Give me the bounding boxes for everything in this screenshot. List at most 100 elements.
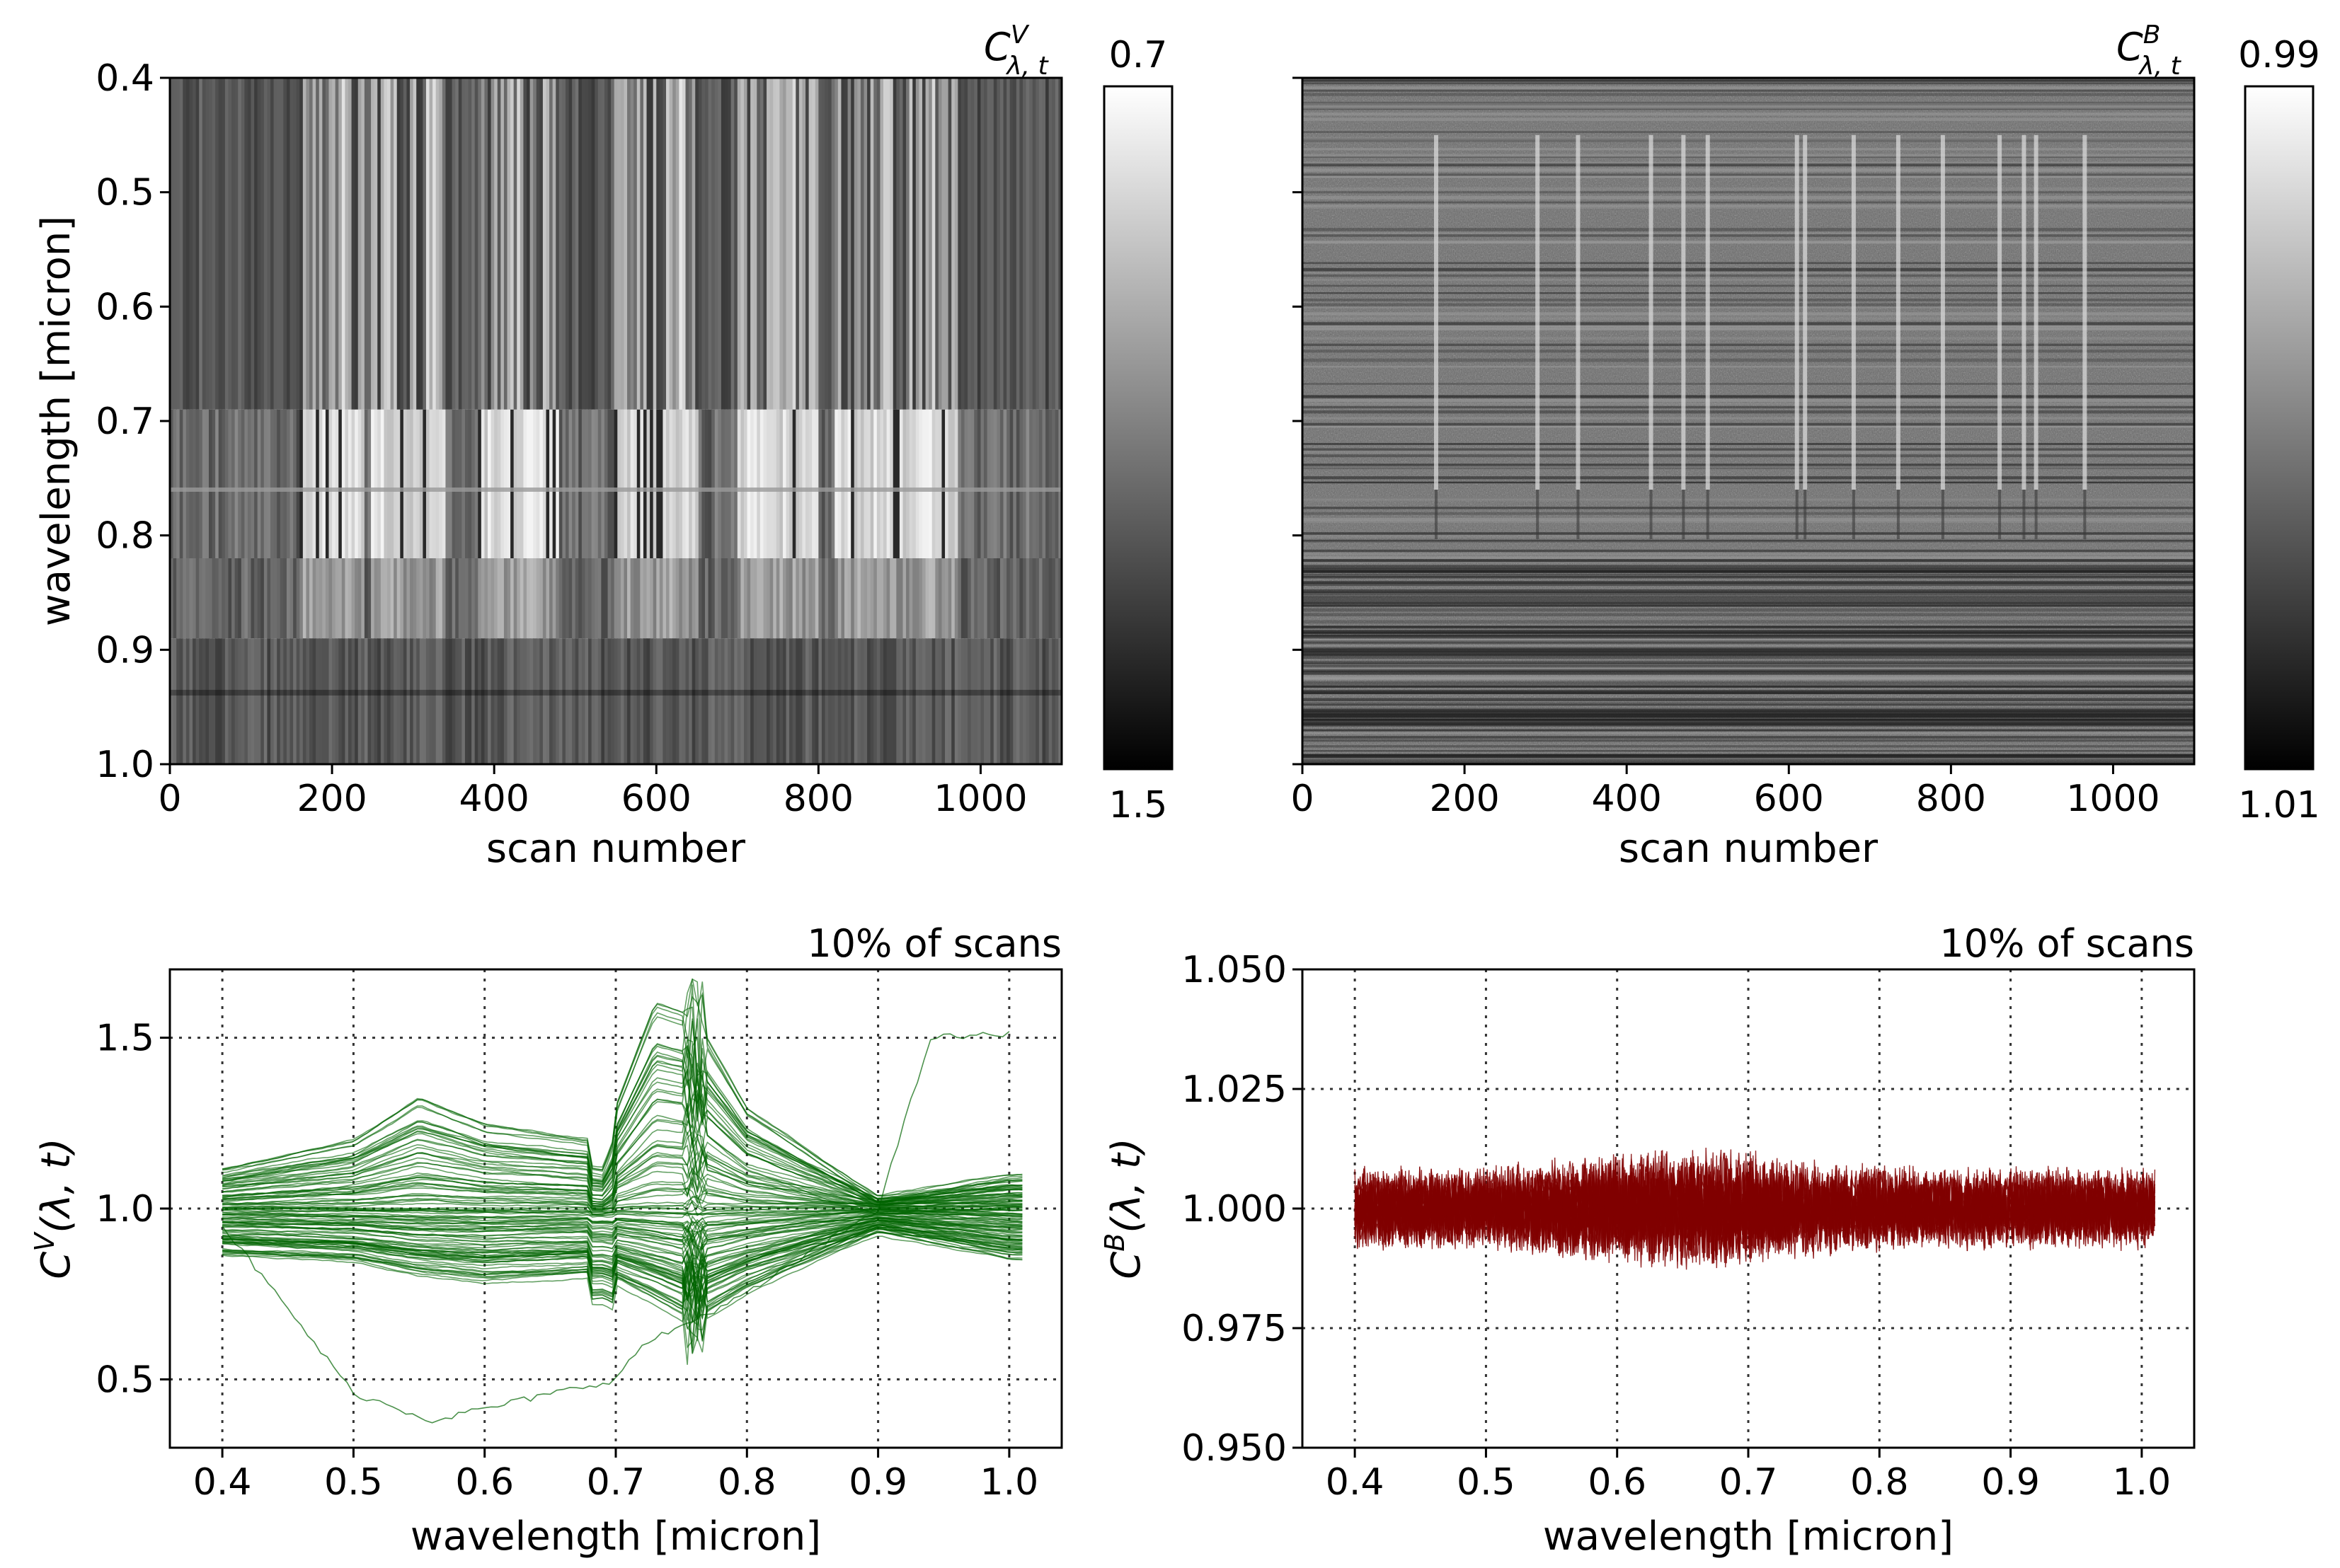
heatmap-cb-row [1302,512,2194,515]
line-cv-xtick-label: 0.6 [455,1461,514,1504]
heatmap-cb-row [1302,650,2194,653]
heatmap-cv-column-segment [1058,558,1062,639]
heatmap-cv-column-segment [815,78,820,410]
heatmap-cv-column-segment [1026,638,1030,764]
heatmap-cv-column-segment [847,409,851,558]
heatmap-cv-column-segment [380,409,385,558]
heatmap-cb-row [1302,443,2194,445]
heatmap-cv-column-segment [899,558,904,639]
heatmap-cv-column-segment [646,78,650,410]
heatmap-cv-column-segment [984,78,988,410]
heatmap-cb-streak-shadow [1795,490,1799,539]
heatmap-cv-column-segment [293,558,297,639]
heatmap-cv-column-segment [179,78,184,410]
heatmap-cv-column-segment [607,638,612,764]
heatmap-cb-row [1302,678,2194,680]
heatmap-cv-column-segment [714,78,719,410]
heatmap-cv-column-segment [575,409,580,558]
heatmap-cv-column-segment [876,78,881,410]
heatmap-cv-column-segment [316,638,320,764]
heatmap-cb-streak-shadow [1998,490,2002,539]
line-cv-series-line [222,1221,1023,1319]
heatmap-cv-column-segment [1045,638,1050,764]
heatmap-cv-column-segment [831,78,836,410]
heatmap-cv-column-segment [364,638,369,764]
heatmap-cv-column-segment [335,409,340,558]
heatmap-cb-streak-shadow [1435,490,1438,539]
heatmap-cv-column-segment [750,638,755,764]
heatmap-cb-streak [1681,134,1686,490]
heatmap-cv-column-segment [929,78,933,410]
heatmap-cv-column-segment [173,78,177,410]
heatmap-cv-column-segment [478,409,482,558]
heatmap-cv-column-segment [357,558,362,639]
heatmap-cv-column-segment [650,558,654,639]
heatmap-cv-column-segment [941,558,946,639]
heatmap-cv-column-segment [656,558,660,639]
heatmap-cv-column-segment [591,638,596,764]
heatmap-cv-column-segment [636,558,641,639]
heatmap-cv-column-segment [193,638,197,764]
heatmap-cv-column-segment [185,78,190,410]
heatmap-cv-column-segment [280,558,285,639]
heatmap-cv-column-segment [831,558,836,639]
heatmap-cv-column-segment [685,409,689,558]
line-cv-annotation: 10% of scans [807,921,1062,966]
heatmap-cv-column-segment [193,78,197,410]
line-cv-xtick-label: 1.0 [980,1461,1039,1504]
heatmap-cv-column-segment [507,638,511,764]
heatmap-cv-column-segment [954,409,959,558]
heatmap-cv-column-segment [481,558,486,639]
heatmap-cv-column-segment [854,409,859,558]
line-cv-outlier-line [222,1031,1010,1424]
heatmap-cv-column-segment [886,638,890,764]
heatmap-cv-column-segment [299,558,304,639]
heatmap-cv-column-segment [873,409,878,558]
heatmap-cv-column-segment [1019,409,1023,558]
line-cv-series-line [222,1218,1023,1303]
heatmap-cv-column-segment [316,558,320,639]
heatmap-cb-streak [1997,134,2002,490]
heatmap-cv-column-segment [1058,409,1062,558]
heatmap-cv-column-segment [549,558,554,639]
heatmap-cv-column-segment [935,558,939,639]
heatmap-cv-column-segment [663,78,667,410]
heatmap-cb-row [1302,713,2194,717]
heatmap-cv-column-segment [672,78,677,410]
heatmap-cv-column-segment [306,638,310,764]
heatmap-cv-column-segment [825,558,829,639]
heatmap-cv-column-segment [831,409,836,558]
heatmap-cv-column-segment [218,409,223,558]
heatmap-cv-column-segment [650,409,654,558]
heatmap-cv-column-segment [607,558,612,639]
heatmap-cv-column-segment [228,78,232,410]
heatmap-cb-row [1302,105,2194,108]
heatmap-cv-column-segment [990,558,994,639]
heatmap-cv-column-segment [578,558,583,639]
heatmap-cb-row [1302,274,2194,277]
heatmap-cv-column-segment [575,638,580,764]
heatmap-cv-column-segment [974,558,978,639]
heatmap-cv-column-segment [228,558,232,639]
heatmap-cv-column-segment [432,558,437,639]
heatmap-cv-column-segment [595,78,599,410]
heatmap-cv-column-segment [380,558,385,639]
heatmap-cv-column-segment [714,558,719,639]
heatmap-cv-column-segment [306,409,310,558]
heatmap-cv-column-segment [1032,638,1037,764]
heatmap-cv-column-segment [786,638,790,764]
heatmap-cv-column-segment [792,638,797,764]
heatmap-cv-column-segment [328,409,333,558]
heatmap-cv-column-segment [273,409,277,558]
heatmap-cv-column-segment [789,78,793,410]
heatmap-cv-column-segment [743,638,748,764]
heatmap-cv-column-segment [461,638,466,764]
heatmap-cv-column-segment [883,638,888,764]
heatmap-cv-column-segment [419,638,424,764]
heatmap-cv-column-segment [244,78,248,410]
heatmap-cv-column-segment [987,638,991,764]
heatmap-cv-column-segment [247,638,252,764]
heatmap-cv-column-segment [695,558,699,639]
heatmap-cv-column-segment [604,558,609,639]
heatmap-cv-column-segment [497,78,502,410]
